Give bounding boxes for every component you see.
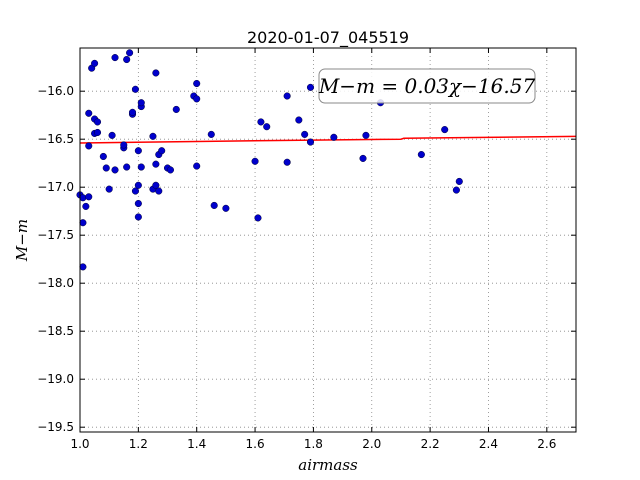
data-point [137,163,145,171]
y-tick-label: −16.5 [37,132,74,146]
y-tick-label: −18.5 [37,324,74,338]
data-point [152,181,160,189]
y-tick-label: −17.5 [37,228,74,242]
data-point [301,130,309,138]
data-point [123,163,131,171]
data-point [91,59,99,67]
data-point [359,154,367,162]
data-point [330,133,338,141]
data-point [134,181,142,189]
x-tick-label: 1.6 [246,437,265,451]
data-point [455,177,463,185]
data-point [362,131,370,139]
data-point [134,147,142,155]
data-point [210,201,218,209]
data-point [79,219,87,227]
data-point [295,116,303,124]
data-point [126,49,134,57]
plot-frame [79,47,577,433]
data-point [102,164,110,172]
data-point [452,186,460,194]
data-point [441,126,449,134]
data-point [222,204,230,212]
data-point [283,158,291,166]
fit-line [79,135,577,144]
x-tick-label: 2.6 [537,437,556,451]
data-point [134,199,142,208]
data-point [85,109,93,117]
data-point [254,214,262,222]
x-tick-label: 1.2 [129,437,148,451]
data-point [111,166,119,174]
data-point [134,213,142,221]
data-point [155,187,163,195]
y-tick-label: −16.0 [37,84,74,98]
data-point [111,54,119,62]
x-tick-label: 1.0 [70,437,89,451]
data-point [82,202,90,210]
data-point [131,85,139,93]
fit-line-group [79,135,577,144]
data-point [166,166,174,174]
data-point [93,128,102,137]
x-tick-label: 1.8 [304,437,323,451]
x-tick-label: 2.2 [421,437,440,451]
data-point [306,83,315,91]
data-point [193,162,201,170]
data-point [149,132,157,140]
x-tick-label: 2.4 [479,437,498,451]
data-point [257,118,265,126]
data-point [120,141,128,149]
data-point [79,194,87,202]
data-point [131,187,139,195]
data-point [193,79,201,88]
data-point [137,99,145,107]
y-tick-labels: −16.0 −16.5 −17.0 −17.5 −18.0 −18.5 −19.0 −19.5 [37,84,74,434]
data-points [76,49,463,271]
data-point [417,151,425,159]
y-axis-label: M−m [13,219,31,262]
y-tick-label: −19.0 [37,372,74,386]
x-axis-label: airmass [298,456,358,474]
data-point [85,142,93,150]
data-point [207,130,215,138]
x-tick-label: 2.0 [362,437,381,451]
data-point [105,185,113,193]
data-point [306,138,315,146]
data-point [99,152,107,161]
y-tick-label: −17.0 [37,180,74,194]
data-point [79,263,87,271]
x-tick-label: 1.4 [187,437,206,451]
y-tick-label: −18.0 [37,276,74,290]
data-point [108,131,116,139]
fit-equation-label: M−m = 0.03χ−16.57 [318,74,536,98]
axis-ticks [79,48,576,432]
data-point [158,147,166,155]
chart-title: 2020-01-07_045519 [247,28,409,48]
fit-legend-box: M−m = 0.03χ−16.57 [318,68,536,104]
data-point [93,118,102,126]
data-point [128,108,137,116]
x-tick-labels: 1.0 1.2 1.4 1.6 1.8 2.0 2.2 2.4 2.6 [70,437,556,451]
grid [79,48,576,432]
data-point [123,55,131,64]
data-point [251,157,259,165]
data-point [172,105,180,113]
data-point [263,123,271,131]
data-point [283,92,291,100]
data-point [152,69,160,77]
data-point [85,193,93,201]
data-point [193,95,201,103]
y-tick-label: −19.5 [37,420,74,434]
data-point [152,160,160,168]
